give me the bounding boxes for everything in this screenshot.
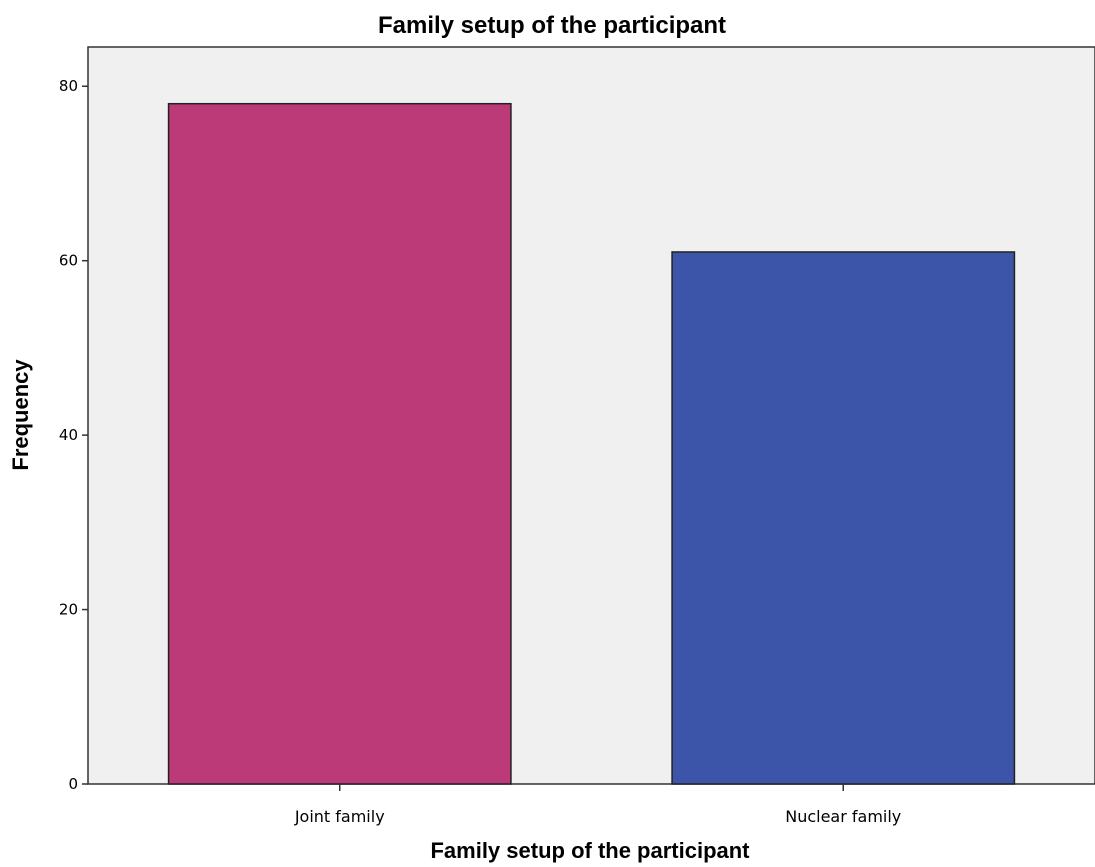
x-axis-ticks: Joint family Nuclear family — [294, 784, 901, 826]
y-tick-label-1: 20 — [59, 601, 78, 619]
y-tick-label-2: 40 — [59, 426, 78, 444]
x-axis-label: Family setup of the participant — [430, 838, 750, 863]
bar-nuclear-family — [671, 251, 1016, 785]
y-tick-label-4: 80 — [59, 77, 78, 95]
y-axis-ticks: 0 20 40 60 80 — [59, 77, 88, 793]
y-tick-label-0: 0 — [68, 775, 78, 793]
y-tick-label-3: 60 — [59, 252, 78, 270]
bar-joint-family — [167, 102, 512, 785]
x-tick-label-1: Nuclear family — [785, 807, 901, 826]
x-tick-label-0: Joint family — [294, 807, 385, 826]
bars — [167, 102, 1016, 785]
chart-title: Family setup of the participant — [378, 12, 726, 39]
y-axis-label: Frequency — [8, 359, 33, 471]
